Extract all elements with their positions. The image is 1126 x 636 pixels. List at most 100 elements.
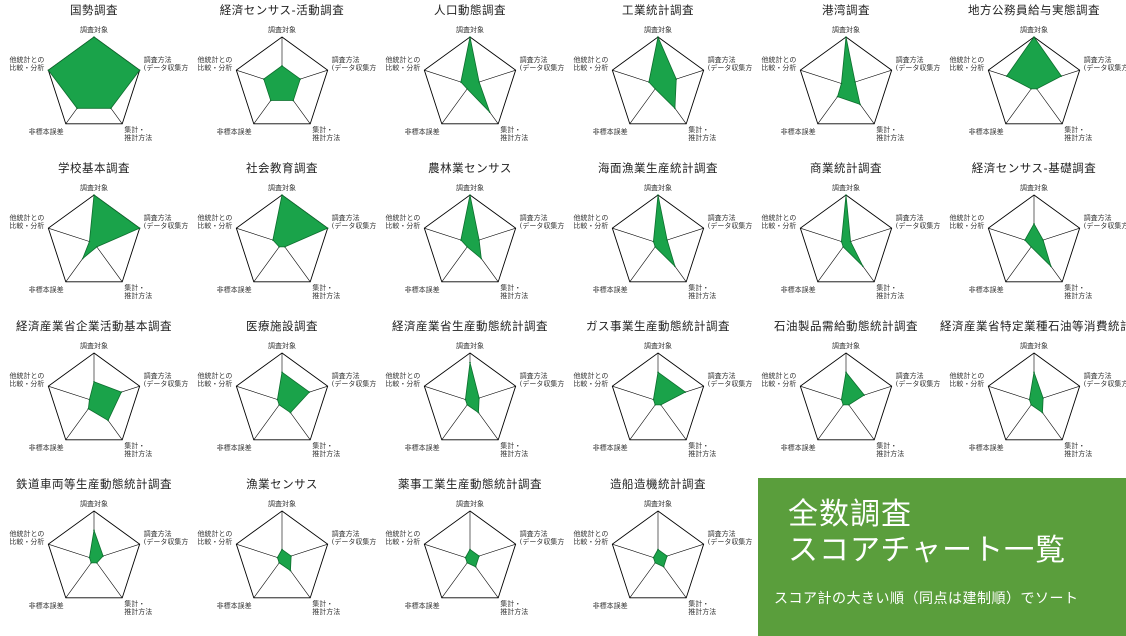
radar-outline xyxy=(611,352,705,441)
axis-label: 調査対象 xyxy=(456,183,484,192)
axis-label: 調査対象 xyxy=(80,499,108,508)
radar-spoke xyxy=(236,385,283,402)
radar-spoke xyxy=(800,69,847,86)
radar-spoke xyxy=(253,400,283,441)
score-point xyxy=(138,227,141,229)
axis-label: 調査方法(データ収集方法) xyxy=(1084,55,1126,72)
radar-outline xyxy=(423,36,517,125)
radar-outline xyxy=(987,194,1081,283)
score-point xyxy=(478,239,480,241)
axis-label: 調査対象 xyxy=(1020,341,1048,350)
score-point xyxy=(474,565,477,568)
axis-label: 他統計との比較・分析 xyxy=(949,55,984,72)
axis-label: 調査方法(データ収集方法) xyxy=(520,213,564,230)
axis-label: 他統計との比較・分析 xyxy=(197,371,232,388)
radar-spoke xyxy=(253,558,283,599)
score-point xyxy=(684,391,687,393)
score-polygon xyxy=(82,194,141,259)
axis-label: 調査方法(データ収集方法) xyxy=(1084,371,1126,388)
axis-label: 非標本誤差 xyxy=(969,285,1004,294)
axis-label: 調査方法(データ収集方法) xyxy=(708,529,752,546)
legend-title-line-1: 全数調査 xyxy=(788,497,912,532)
radar-spoke xyxy=(93,558,123,599)
chart-title: 鉄道車両等生産動態統計調査 xyxy=(16,477,172,491)
axis-label: 集計・推計方法 xyxy=(500,599,528,616)
score-polygon xyxy=(653,194,676,267)
axis-label: 非標本誤差 xyxy=(405,127,440,136)
score-point xyxy=(1030,246,1032,248)
chart-title: 学校基本調査 xyxy=(58,161,130,175)
score-point xyxy=(674,107,676,110)
axis-label: 調査対象 xyxy=(456,25,484,34)
score-point xyxy=(110,107,112,110)
score-polygon xyxy=(465,548,480,568)
axis-label: 他統計との比較・分析 xyxy=(197,213,232,230)
axis-label: 非標本誤差 xyxy=(969,127,1004,136)
score-point xyxy=(281,371,283,373)
radar-outline xyxy=(611,36,705,125)
axis-label: 集計・推計方法 xyxy=(1064,125,1092,142)
score-polygon xyxy=(1006,36,1062,90)
score-point xyxy=(469,36,471,38)
score-point xyxy=(276,398,279,401)
score-point xyxy=(292,99,295,102)
radar-spoke xyxy=(253,242,283,283)
score-point xyxy=(93,529,95,531)
score-polygon xyxy=(653,548,668,568)
score-point xyxy=(845,371,847,373)
score-point xyxy=(460,81,462,83)
score-point xyxy=(666,239,668,241)
chart-title: ガス事業生産動態統計調査 xyxy=(586,319,730,333)
axis-label: 調査対象 xyxy=(80,183,108,192)
axis-label: 非標本誤差 xyxy=(593,601,628,610)
score-point xyxy=(289,411,292,414)
chart-title: 医療施設調査 xyxy=(246,319,318,333)
score-point xyxy=(466,246,468,248)
score-point xyxy=(466,88,468,90)
score-point xyxy=(87,407,90,410)
score-point xyxy=(654,88,656,90)
axis-label: 調査対象 xyxy=(268,183,296,192)
score-polygon xyxy=(87,381,122,421)
axis-label: 調査方法(データ収集方法) xyxy=(520,371,564,388)
chart-title: 経済産業省企業活動基本調査 xyxy=(16,319,172,333)
score-point xyxy=(1030,404,1032,406)
axis-label: 調査方法(データ収集方法) xyxy=(896,371,940,388)
axis-label: 集計・推計方法 xyxy=(312,599,340,616)
legend-panel: 全数調査 スコアチャート一覧 スコア計の大きい順（同点は建制順）でソート xyxy=(758,478,1126,636)
axis-label: 他統計との比較・分析 xyxy=(761,213,796,230)
score-point xyxy=(478,555,480,557)
axis-label: 調査対象 xyxy=(644,25,672,34)
chart-title: 経済産業省生産動態統計調査 xyxy=(392,319,548,333)
score-point xyxy=(840,240,843,243)
chart-title: 国勢調査 xyxy=(70,3,118,17)
axis-label: 非標本誤差 xyxy=(593,127,628,136)
axis-label: 集計・推計方法 xyxy=(688,599,716,616)
axis-label: 非標本誤差 xyxy=(217,127,252,136)
score-polygon xyxy=(1024,222,1052,267)
axis-label: 調査方法(データ収集方法) xyxy=(144,213,188,230)
score-point xyxy=(654,404,656,406)
score-point xyxy=(464,398,467,401)
chart-title: 社会教育調査 xyxy=(246,161,318,175)
radar-outline xyxy=(799,36,893,125)
score-point xyxy=(88,556,91,559)
score-point xyxy=(326,227,329,229)
axis-label: 集計・推計方法 xyxy=(312,125,340,142)
score-point xyxy=(90,562,92,564)
axis-label: 調査方法(データ収集方法) xyxy=(332,213,376,230)
